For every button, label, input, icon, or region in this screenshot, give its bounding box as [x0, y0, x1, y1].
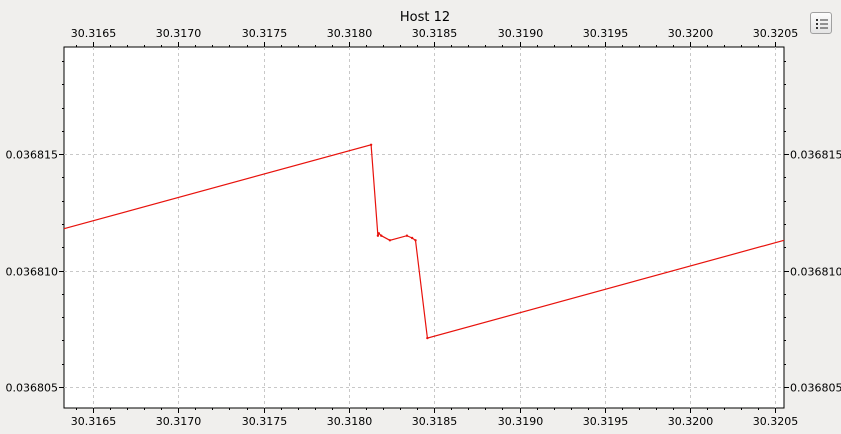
data-point [376, 234, 380, 237]
x-tick-label-bottom: 30.3180 [327, 415, 373, 428]
data-point [388, 239, 392, 242]
x-tick-label-top: 30.3180 [327, 27, 373, 40]
x-tick-label-bottom: 30.3195 [583, 415, 629, 428]
y-tick-label-left: 0.036810 [6, 266, 59, 279]
list-icon [816, 19, 828, 29]
x-tick-label-bottom: 30.3185 [412, 415, 458, 428]
x-tick-label-bottom: 30.3190 [498, 415, 544, 428]
x-tick-label-bottom: 30.3165 [71, 415, 117, 428]
y-tick-label-right: 0.036810 [790, 266, 841, 279]
grid [64, 47, 784, 408]
x-tick-label-top: 30.3190 [498, 27, 544, 40]
x-tick-label-top: 30.3175 [242, 27, 288, 40]
data-point [410, 236, 414, 240]
data-point [380, 234, 383, 237]
x-tick-label-top: 30.3195 [583, 27, 629, 40]
x-tick-label-bottom: 30.3175 [242, 415, 288, 428]
legend-toggle-button[interactable] [810, 12, 832, 34]
data-point [369, 143, 373, 146]
series-layer [63, 143, 785, 340]
x-tick-label-bottom: 30.3200 [668, 415, 714, 428]
axes: 30.3165 30.3165 30.3170 30.3170 30.3175 30.31… [6, 27, 841, 428]
x-tick-label-top: 30.3185 [412, 27, 458, 40]
x-tick-label-top: 30.3165 [71, 27, 117, 40]
x-tick-label-top: 30.3205 [753, 27, 799, 40]
data-point [414, 239, 417, 242]
x-tick-label-top: 30.3170 [156, 27, 202, 40]
x-tick-label-bottom: 30.3205 [753, 415, 799, 428]
plot-area [63, 46, 785, 409]
y-tick-label-right: 0.036815 [790, 149, 841, 162]
x-tick-label-top: 30.3200 [668, 27, 714, 40]
y-tick-label-right: 0.036805 [790, 382, 841, 395]
y-tick-label-left: 0.036815 [6, 149, 59, 162]
data-point [426, 336, 429, 340]
chart-title: Host 12 [400, 10, 450, 25]
y-tick-label-left: 0.036805 [6, 382, 59, 395]
x-tick-label-bottom: 30.3170 [156, 415, 202, 428]
data-point [405, 234, 409, 237]
data-point [377, 232, 380, 235]
